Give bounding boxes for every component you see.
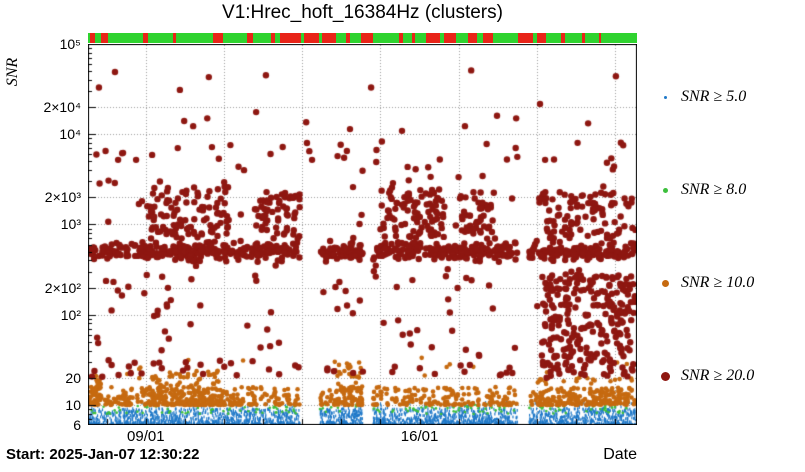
status-strip-red-segment bbox=[482, 33, 493, 43]
status-strip-red-segment bbox=[360, 33, 373, 43]
legend-marker-box bbox=[658, 95, 672, 99]
legend-marker-snr20 bbox=[660, 371, 670, 381]
status-strip-red-segment bbox=[322, 33, 337, 43]
status-strip-red-segment bbox=[426, 33, 441, 43]
status-strip-red-segment bbox=[303, 33, 319, 43]
status-strip-red-segment bbox=[468, 33, 477, 43]
status-strip-red-segment bbox=[444, 33, 457, 43]
legend-marker-snr8 bbox=[662, 187, 668, 193]
legend-label: SNR ≥ 8.0 bbox=[681, 181, 747, 198]
legend-label: SNR ≥ 10.0 bbox=[681, 274, 755, 291]
legend-marker-snr5 bbox=[663, 95, 667, 99]
status-strip-red-segment bbox=[536, 33, 546, 43]
legend-label: SNR ≥ 20.0 bbox=[681, 367, 755, 384]
y-tick-label: 6 bbox=[73, 417, 81, 433]
legend-entry: SNR ≥ 20.0 bbox=[658, 365, 754, 387]
y-tick-label: 10² bbox=[60, 306, 81, 323]
status-strip-red-segment bbox=[582, 33, 586, 43]
x-tick-label: 16/01 bbox=[400, 428, 439, 445]
legend-marker-box bbox=[658, 371, 672, 381]
status-strip-red-segment bbox=[246, 33, 253, 43]
status-strip-red-segment bbox=[213, 33, 223, 43]
status-strip-red-segment bbox=[142, 33, 149, 43]
start-timestamp: Start: 2025-Jan-07 12:30:22 bbox=[6, 446, 200, 463]
y-tick-label: 2×10² bbox=[44, 279, 81, 296]
status-strip-red-segment bbox=[100, 33, 109, 43]
chart-title: V1:Hrec_hoft_16384Hz (clusters) bbox=[222, 2, 503, 23]
y-tick-label: 10³ bbox=[60, 216, 81, 233]
y-axis-tick-labels: 10⁵ 2×10⁴ 10⁴ 2×10³ 10³ 2×10² 10² 20 10 6 bbox=[0, 0, 84, 472]
legend-entry: SNR ≥ 10.0 bbox=[658, 272, 754, 294]
y-tick-label: 20 bbox=[65, 369, 81, 386]
plot-area bbox=[88, 44, 637, 425]
status-strip-red-segment bbox=[346, 33, 351, 43]
scatter-canvas bbox=[88, 44, 637, 425]
status-strip-red-segment bbox=[518, 33, 533, 43]
status-strip-red-segment bbox=[598, 33, 602, 43]
x-tick-label: 09/01 bbox=[127, 428, 165, 445]
y-tick-label: 10⁴ bbox=[59, 126, 81, 143]
x-axis-tick-labels: 09/01 16/01 bbox=[0, 428, 805, 446]
status-strip bbox=[88, 33, 637, 43]
legend-entry: SNR ≥ 5.0 bbox=[658, 86, 746, 108]
y-tick-label: 2×10³ bbox=[44, 189, 81, 206]
legend-marker-box bbox=[658, 187, 672, 193]
legend-marker-box bbox=[658, 279, 672, 287]
y-tick-label: 2×10⁴ bbox=[43, 99, 81, 116]
status-strip-red-segment bbox=[173, 33, 177, 43]
status-strip-red-segment bbox=[280, 33, 301, 43]
legend-label: SNR ≥ 5.0 bbox=[681, 88, 747, 105]
status-strip-red-segment bbox=[398, 33, 404, 43]
status-strip-red-segment bbox=[560, 33, 565, 43]
status-strip-red-segment bbox=[270, 33, 275, 43]
status-strip-red-segment bbox=[90, 33, 95, 43]
x-axis-title: Date bbox=[603, 446, 637, 463]
legend-marker-snr10 bbox=[661, 279, 669, 287]
status-strip-red-segment bbox=[411, 33, 416, 43]
legend-entry: SNR ≥ 8.0 bbox=[658, 179, 746, 201]
y-tick-label: 10 bbox=[65, 396, 81, 413]
y-tick-label: 10⁵ bbox=[59, 36, 81, 52]
